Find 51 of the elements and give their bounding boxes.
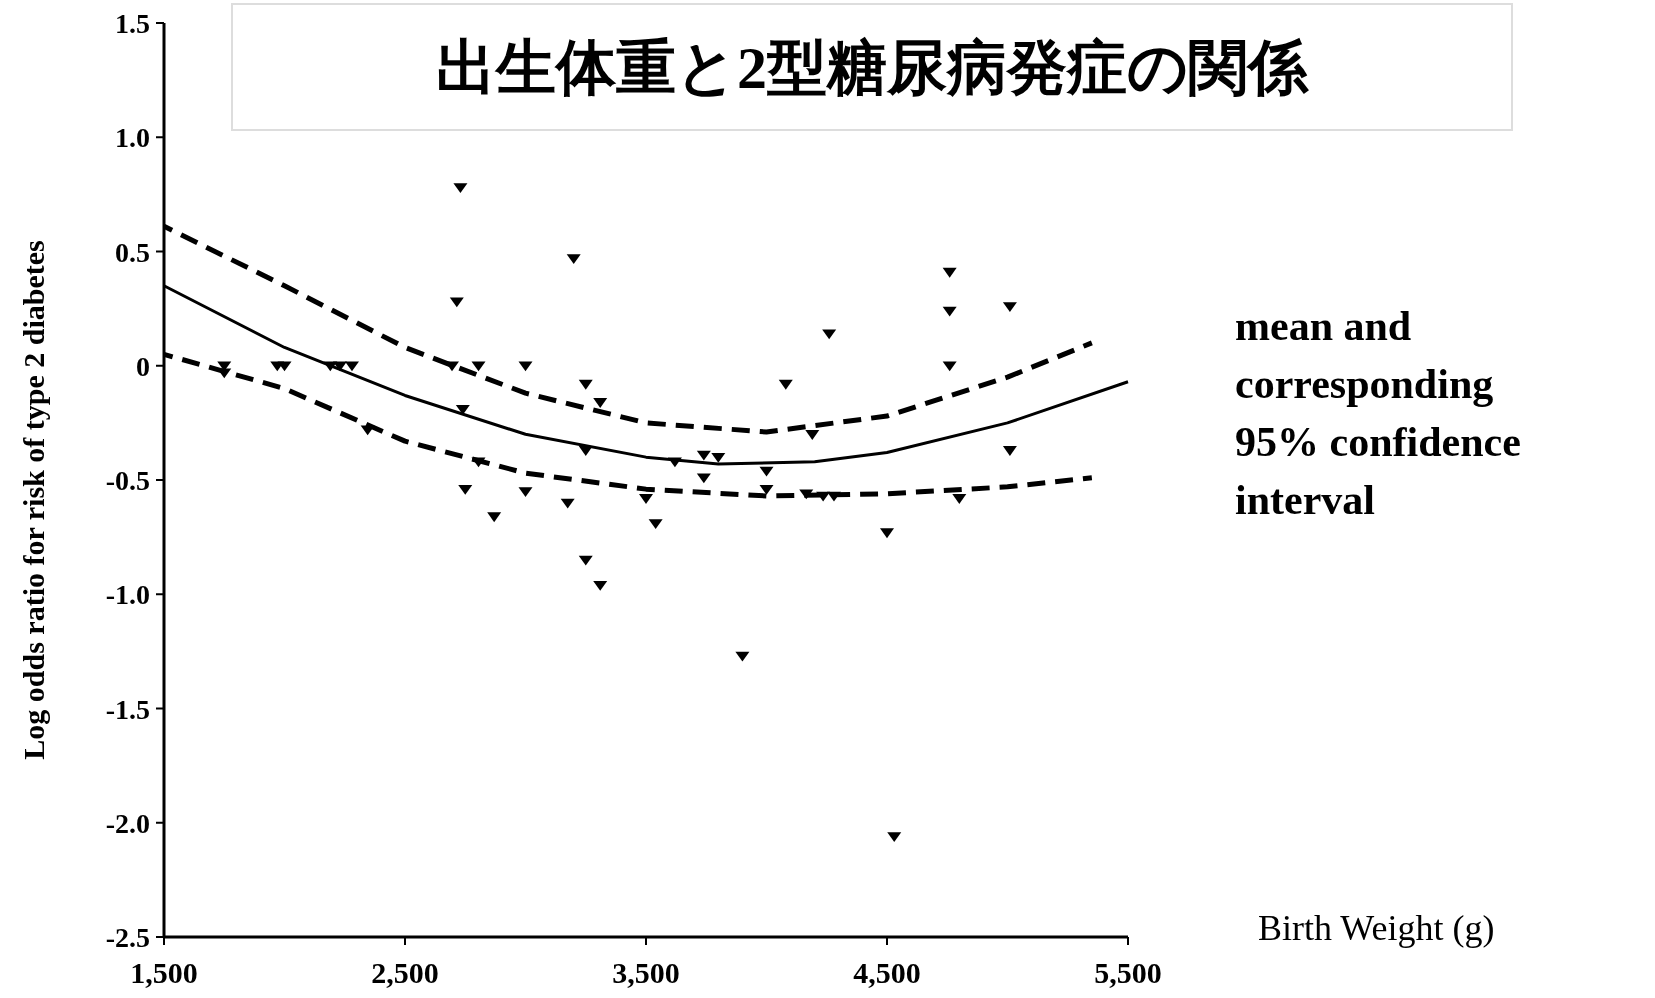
point (458, 484, 473, 495)
point (648, 519, 663, 530)
text: mean and corresponding 95% confidence interval (1235, 303, 1521, 523)
x-tick-label: 3,500 (612, 956, 680, 989)
point (578, 379, 593, 390)
x-tick-label: 4,500 (853, 956, 921, 989)
point (578, 555, 593, 566)
point (887, 832, 902, 843)
y-tick-label: -1.5 (105, 693, 150, 725)
point (518, 487, 533, 498)
point (799, 489, 814, 500)
y-tick-label: -1.0 (105, 579, 150, 611)
point (471, 457, 486, 468)
point (942, 267, 957, 278)
point (880, 528, 894, 539)
y-tick-label: 0 (136, 350, 150, 382)
point (593, 580, 608, 591)
point (759, 466, 774, 477)
y-axis-title: Log odds ratio for risk of type 2 diabetes (17, 240, 50, 760)
point (639, 494, 653, 504)
y-tick-label: 1.5 (115, 8, 150, 39)
point (942, 361, 957, 372)
point (453, 183, 468, 194)
point (360, 425, 375, 436)
y-tick-label: -2.0 (105, 807, 150, 839)
x-tick-label: 5,500 (1094, 956, 1162, 989)
point (560, 498, 575, 509)
y-tick-label: -2.5 (105, 922, 150, 953)
y-tick-label: 0.5 (115, 236, 150, 268)
point (277, 361, 292, 372)
point (455, 404, 470, 415)
x-tick-label: 2,500 (371, 956, 439, 989)
point (942, 306, 957, 317)
point (332, 361, 347, 372)
point (518, 361, 533, 372)
point (449, 297, 464, 308)
point (696, 450, 711, 461)
point (778, 379, 793, 390)
point (344, 361, 359, 372)
point (487, 512, 502, 523)
x-tick-label: 1,500 (130, 956, 198, 989)
point (826, 491, 841, 502)
chart-title: 出生体重と2型糖尿病発症の関係 (436, 35, 1309, 101)
point (759, 484, 774, 495)
point (816, 491, 831, 502)
point (735, 651, 750, 662)
y-tick-label: -0.5 (105, 465, 150, 496)
x-axis-title: Birth Weight (g) (1258, 908, 1495, 948)
point (711, 452, 726, 463)
point (471, 361, 486, 372)
y-tick-label: 1.0 (115, 122, 150, 154)
